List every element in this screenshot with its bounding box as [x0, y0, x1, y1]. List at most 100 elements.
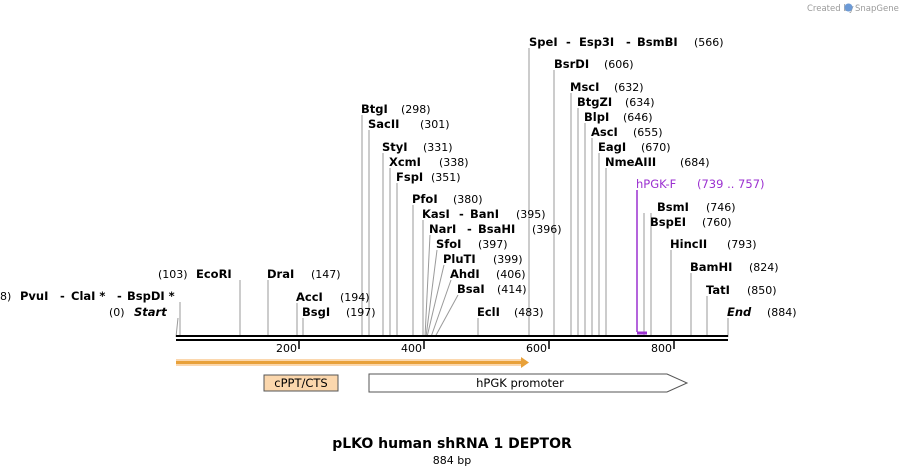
site-name: BsaI	[457, 282, 485, 296]
site-pos: (301)	[420, 118, 450, 131]
site-name: DraI	[267, 267, 294, 281]
site-name: BtgZI	[577, 95, 612, 109]
svg-text:-: -	[566, 35, 571, 49]
site-name: AscI	[591, 125, 618, 139]
site-pos: (670)	[641, 141, 671, 154]
site-name: BsmI	[657, 200, 689, 214]
cut-line-ahdi	[430, 279, 452, 338]
site-labels: SpeI - Esp3I - BsmBI (566) BsrDI (606) M…	[0, 35, 797, 319]
svg-text:-: -	[459, 207, 464, 221]
cut-line-pluti	[426, 264, 445, 338]
site-pos: (298)	[401, 103, 431, 116]
site-pos: (406)	[496, 268, 526, 281]
site-pos: (655)	[633, 126, 663, 139]
site-name: TatI	[706, 283, 730, 297]
site-pos: (351)	[431, 171, 461, 184]
end-pos: (884)	[767, 306, 797, 319]
site-name: AccI	[296, 290, 323, 304]
site-pos: (397)	[478, 238, 508, 251]
snapgene-logo-icon	[844, 3, 853, 12]
site-name: SpeI	[529, 35, 558, 49]
tick-label: 400	[401, 342, 422, 355]
site-name: NmeAIII	[605, 155, 656, 169]
cut-lines	[175, 48, 729, 338]
site-name: BtgI	[361, 102, 388, 116]
site-pos: (103)	[158, 268, 188, 281]
primer-name: hPGK-F	[636, 177, 676, 191]
site-name: BsgI	[302, 305, 330, 319]
svg-text:-: -	[467, 222, 472, 236]
site-pos: (632)	[614, 81, 644, 94]
credit-text: Created by	[807, 4, 854, 14]
site-name: BamHI	[690, 260, 732, 274]
start-label: Start	[134, 305, 167, 319]
site-name: EclI	[477, 305, 500, 319]
feature-hpgk-promoter: hPGK promoter	[368, 373, 689, 393]
tick-label: 600	[526, 342, 547, 355]
site-name: PluTI	[443, 252, 476, 266]
site-name: BanI	[470, 207, 499, 221]
site-name: BsmBI	[637, 35, 678, 49]
site-pos: (793)	[727, 238, 757, 251]
site-name: SfoI	[436, 237, 461, 251]
plasmid-length: 884 bp	[433, 454, 471, 467]
site-pos: (824)	[749, 261, 779, 274]
site-pos: (396)	[532, 223, 562, 236]
feature-cppt-cts-label: cPPT/CTS	[274, 376, 327, 390]
site-pos: (194)	[340, 291, 370, 304]
cut-line-sfoi	[425, 249, 438, 338]
site-name: BspDI *	[127, 289, 175, 303]
svg-text:-: -	[117, 289, 122, 303]
cut-line-nari	[424, 234, 431, 338]
site-name: SacII	[368, 117, 399, 131]
end-label: End	[727, 305, 752, 319]
ruler	[298, 341, 675, 349]
primer-hpgk-f: hPGK-F (739 .. 757)	[636, 177, 765, 335]
site-pos: (634)	[625, 96, 655, 109]
site-pos: (380)	[453, 193, 483, 206]
site-pos: (338)	[439, 156, 469, 169]
site-pos: (566)	[694, 36, 724, 49]
site-pos: (414)	[497, 283, 527, 296]
plasmid-title: pLKO human shRNA 1 DEPTOR	[332, 436, 572, 452]
feature-cppt-cts: cPPT/CTS	[263, 374, 339, 392]
site-name: BsaHI	[478, 222, 515, 236]
tick-label: 800	[651, 342, 672, 355]
dna-backbone	[176, 335, 728, 341]
orange-feature-arrow	[176, 357, 529, 368]
site-name: BlpI	[584, 110, 609, 124]
start-pos: (0)	[109, 306, 125, 319]
primer-range: (739 .. 757)	[697, 177, 765, 191]
site-name: NarI	[429, 222, 456, 236]
site-name: ClaI *	[71, 289, 105, 303]
site-pos: (746)	[706, 201, 736, 214]
tick-label: 200	[276, 342, 297, 355]
site-name: MscI	[570, 80, 599, 94]
site-name: EagI	[598, 140, 626, 154]
site-pos: 8)	[0, 290, 11, 303]
site-name: Esp3I	[579, 35, 614, 49]
site-pos: (399)	[493, 253, 523, 266]
site-pos: (760)	[702, 216, 732, 229]
site-name: EcoRI	[196, 267, 232, 281]
site-pos: (684)	[680, 156, 710, 169]
credit-brand: SnapGene	[855, 4, 899, 14]
site-name: StyI	[382, 140, 408, 154]
site-name: PfoI	[412, 192, 438, 206]
site-name: BspEI	[650, 215, 686, 229]
svg-text:-: -	[626, 35, 631, 49]
site-pos: (197)	[346, 306, 376, 319]
site-name: FspI	[396, 170, 423, 184]
site-name: PvuI	[20, 289, 48, 303]
cut-line-start	[175, 317, 179, 338]
site-name: BsrDI	[554, 57, 589, 71]
site-name: HincII	[670, 237, 707, 251]
site-name: AhdI	[450, 267, 480, 281]
site-pos: (395)	[516, 208, 546, 221]
site-pos: (147)	[311, 268, 341, 281]
feature-hpgk-promoter-label: hPGK promoter	[476, 376, 564, 390]
site-pos: (483)	[514, 306, 544, 319]
site-name: XcmI	[389, 155, 421, 169]
site-pos: (331)	[423, 141, 453, 154]
